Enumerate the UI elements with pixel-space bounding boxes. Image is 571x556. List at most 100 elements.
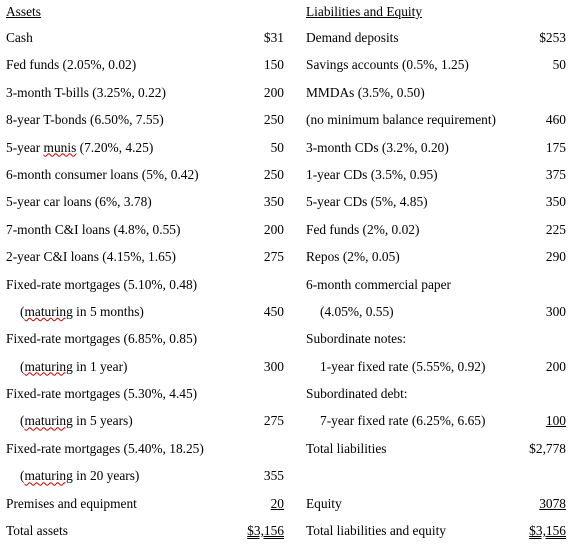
asset-row: 5-year car loans (6%, 3.78) 350 bbox=[6, 188, 284, 215]
liability-row: Repos (2%, 0.05) 290 bbox=[306, 243, 566, 270]
asset-label: Premises and equipment bbox=[6, 495, 137, 511]
asset-label-suffix: in 5 years) bbox=[72, 413, 133, 429]
assets-header-row: Assets bbox=[6, 0, 284, 24]
liability-label: 1-year CDs (3.5%, 0.95) bbox=[306, 166, 438, 182]
asset-row: Premises and equipment 20 bbox=[6, 490, 284, 517]
asset-label: (maturing in 20 years) bbox=[20, 462, 139, 489]
asset-row: (maturing in 20 years) 355 bbox=[6, 462, 284, 489]
asset-value: 150 bbox=[263, 57, 284, 73]
liability-row: Total liabilities $2,778 bbox=[306, 435, 566, 462]
liability-row: Demand deposits $253 bbox=[306, 24, 566, 51]
asset-label-suffix: (7.20%, 4.25) bbox=[76, 139, 154, 155]
liability-value: 290 bbox=[545, 249, 566, 265]
liability-row: 1-year fixed rate (5.55%, 0.92) 200 bbox=[306, 353, 566, 380]
liability-value: 3078 bbox=[539, 495, 566, 511]
asset-row: Total assets $3,156 bbox=[6, 517, 284, 544]
liability-label: Subordinated debt: bbox=[306, 386, 408, 402]
asset-label: 8-year T-bonds (6.50%, 7.55) bbox=[6, 112, 164, 128]
asset-label-spellcheck-word: maturing bbox=[24, 413, 73, 429]
asset-row: (maturing in 5 years) 275 bbox=[6, 407, 284, 434]
liabilities-column: Liabilities and Equity Demand deposits $2… bbox=[306, 0, 566, 544]
asset-row: 2-year C&I loans (4.15%, 1.65) 275 bbox=[6, 243, 284, 270]
asset-value: $31 bbox=[263, 30, 284, 45]
liability-value: 50 bbox=[552, 57, 566, 73]
asset-value: 355 bbox=[263, 468, 284, 484]
asset-label-prefix: ( bbox=[20, 303, 25, 319]
asset-label-suffix: in 20 years) bbox=[72, 468, 140, 484]
liability-label: (no minimum balance requirement) bbox=[306, 112, 497, 128]
asset-label: (maturing in 5 years) bbox=[20, 407, 133, 434]
asset-label: Fixed-rate mortgages (5.40%, 18.25) bbox=[6, 440, 204, 456]
asset-label: (maturing in 5 months) bbox=[20, 298, 144, 325]
asset-label: 5-year munis (7.20%, 4.25) bbox=[6, 134, 153, 161]
liability-row: Equity 3078 bbox=[306, 490, 566, 517]
asset-value: 450 bbox=[263, 303, 284, 319]
liability-value: 225 bbox=[545, 221, 566, 237]
liability-row: (no minimum balance requirement) 460 bbox=[306, 106, 566, 133]
liability-row: 7-year fixed rate (6.25%, 6.65) 100 bbox=[306, 407, 566, 434]
liability-value: $253 bbox=[539, 30, 566, 45]
liability-row: MMDAs (3.5%, 0.50) bbox=[306, 79, 566, 106]
asset-label-prefix: ( bbox=[20, 358, 25, 374]
asset-label: 3-month T-bills (3.25%, 0.22) bbox=[6, 84, 166, 100]
liability-label: MMDAs (3.5%, 0.50) bbox=[306, 84, 425, 100]
liability-value: 460 bbox=[545, 112, 566, 128]
asset-value: 200 bbox=[263, 221, 284, 237]
liability-row: Subordinated debt: bbox=[306, 380, 566, 407]
liability-value: 175 bbox=[545, 139, 566, 155]
asset-row: Fixed-rate mortgages (5.10%, 0.48) bbox=[6, 271, 284, 298]
asset-label: Cash bbox=[6, 30, 33, 45]
asset-label: 5-year car loans (6%, 3.78) bbox=[6, 194, 152, 210]
liability-value: 350 bbox=[545, 194, 566, 210]
liabilities-header: Liabilities and Equity bbox=[306, 4, 423, 19]
liability-label: Fed funds (2%, 0.02) bbox=[306, 221, 420, 237]
asset-label-spellcheck-word: maturing bbox=[24, 468, 73, 484]
asset-value: 350 bbox=[263, 194, 284, 210]
asset-label: (maturing in 1 year) bbox=[20, 353, 127, 380]
asset-label-suffix: in 1 year) bbox=[72, 358, 128, 374]
asset-row: 8-year T-bonds (6.50%, 7.55) 250 bbox=[6, 106, 284, 133]
asset-row: 5-year munis (7.20%, 4.25) 50 bbox=[6, 134, 284, 161]
liability-row: 5-year CDs (5%, 4.85) 350 bbox=[306, 188, 566, 215]
liabilities-header-row: Liabilities and Equity bbox=[306, 0, 566, 24]
liability-row: Fed funds (2%, 0.02) 225 bbox=[306, 216, 566, 243]
liability-row: Total liabilities and equity $3,156 bbox=[306, 517, 566, 544]
asset-row: Cash $31 bbox=[6, 24, 284, 51]
liability-label: 5-year CDs (5%, 4.85) bbox=[306, 194, 428, 210]
asset-label-prefix: ( bbox=[20, 468, 25, 484]
liability-value: $3,156 bbox=[529, 523, 566, 539]
asset-value: 50 bbox=[270, 139, 284, 155]
asset-value: 275 bbox=[263, 413, 284, 429]
asset-row: Fixed-rate mortgages (6.85%, 0.85) bbox=[6, 325, 284, 352]
liability-label: (4.05%, 0.55) bbox=[320, 303, 394, 319]
liability-label: 3-month CDs (3.2%, 0.20) bbox=[306, 139, 449, 155]
liability-label: Subordinate notes: bbox=[306, 331, 407, 347]
asset-label-prefix: 5-year bbox=[6, 139, 44, 155]
asset-label: Fixed-rate mortgages (5.30%, 4.45) bbox=[6, 386, 198, 402]
asset-value: 300 bbox=[263, 358, 284, 374]
asset-label: Fixed-rate mortgages (6.85%, 0.85) bbox=[6, 331, 198, 347]
liability-label: Total liabilities bbox=[306, 440, 387, 456]
asset-value: 20 bbox=[270, 495, 284, 511]
liability-row: (4.05%, 0.55) 300 bbox=[306, 298, 566, 325]
asset-label-spellcheck-word: maturing bbox=[24, 358, 73, 374]
liability-row: Savings accounts (0.5%, 1.25) 50 bbox=[306, 51, 566, 78]
liability-label: 1-year fixed rate (5.55%, 0.92) bbox=[320, 358, 486, 374]
liability-label: Equity bbox=[306, 495, 342, 511]
liability-value: 375 bbox=[545, 166, 566, 182]
liability-row: 6-month commercial paper bbox=[306, 271, 566, 298]
asset-label-spellcheck-word: munis bbox=[43, 139, 77, 155]
asset-label: Fixed-rate mortgages (5.10%, 0.48) bbox=[6, 276, 198, 292]
liability-row bbox=[306, 462, 566, 489]
asset-label: 2-year C&I loans (4.15%, 1.65) bbox=[6, 249, 176, 265]
assets-header: Assets bbox=[6, 4, 41, 19]
liability-label: Savings accounts (0.5%, 1.25) bbox=[306, 57, 469, 73]
asset-row: Fixed-rate mortgages (5.30%, 4.45) bbox=[6, 380, 284, 407]
asset-row: 6-month consumer loans (5%, 0.42) 250 bbox=[6, 161, 284, 188]
liability-row: 3-month CDs (3.2%, 0.20) 175 bbox=[306, 134, 566, 161]
asset-label: Total assets bbox=[6, 523, 68, 539]
asset-label-prefix: ( bbox=[20, 413, 25, 429]
liability-label: Demand deposits bbox=[306, 30, 399, 45]
liability-label: Total liabilities and equity bbox=[306, 523, 447, 539]
liability-label: 7-year fixed rate (6.25%, 6.65) bbox=[320, 413, 486, 429]
